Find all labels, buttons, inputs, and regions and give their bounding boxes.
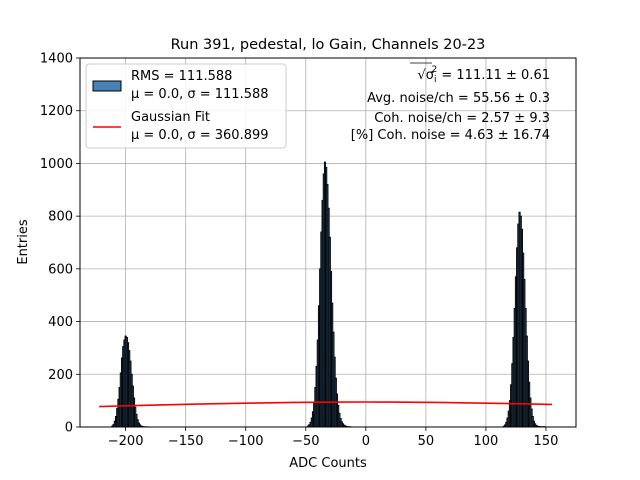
- x-ticks: −200 −150 −100 −50 0 50 100 150: [108, 427, 559, 449]
- y-tick-label: 1000: [40, 157, 73, 172]
- x-axis-label: ADC Counts: [289, 456, 367, 471]
- legend-histogram-stats: μ = 0.0, σ = 111.588: [131, 87, 269, 102]
- x-tick-label: 50: [418, 434, 435, 449]
- y-tick-label: 0: [65, 421, 73, 436]
- annotation-avg-noise: Avg. noise/ch = 55.56 ± 0.3: [367, 91, 550, 106]
- gaussian-fit-line: [99, 401, 552, 408]
- annotation-sigma-suffix: = 111.11 ± 0.61: [437, 68, 550, 83]
- annotation-sigma-sup: 2: [432, 65, 438, 75]
- plot-frame: [79, 57, 577, 428]
- legend-fit-stats: μ = 0.0, σ = 360.899: [131, 128, 269, 143]
- legend-fit-label: Gaussian Fit: [131, 110, 210, 125]
- x-tick-label: 0: [362, 434, 370, 449]
- legend-frame: [85, 63, 287, 149]
- annotation-coh-noise-percent: [%] Coh. noise = 4.63 ± 16.74: [351, 128, 550, 143]
- annotations: √σi2 = 111.11 ± 0.61 Avg. noise/ch = 55.…: [351, 62, 550, 143]
- histogram-bars: [111, 161, 546, 428]
- legend-histogram-label: RMS = 111.588: [131, 69, 232, 84]
- annotation-coh-noise: Coh. noise/ch = 2.57 ± 9.3: [374, 111, 550, 126]
- y-tick-label: 1200: [40, 104, 73, 119]
- x-tick-label: −50: [292, 434, 319, 449]
- annotation-sigma: √σi2 = 111.11 ± 0.61: [417, 65, 550, 85]
- gaussian-fit-line-group: [99, 401, 552, 408]
- y-tick-label: 400: [48, 315, 73, 330]
- x-tick-label: −200: [108, 434, 144, 449]
- annotation-sigma-prefix: √σ: [417, 68, 434, 83]
- x-tick-label: 150: [534, 434, 559, 449]
- chart-title: Run 391, pedestal, lo Gain, Channels 20-…: [171, 37, 486, 53]
- y-tick-label: 600: [48, 262, 73, 277]
- y-ticks: 0 200 400 600 800 1000 1200 1400: [40, 52, 80, 436]
- legend: RMS = 111.588 μ = 0.0, σ = 111.588 Gauss…: [85, 63, 287, 149]
- y-tick-label: 200: [48, 368, 73, 383]
- x-tick-label: −100: [228, 434, 264, 449]
- x-tick-label: 100: [474, 434, 499, 449]
- y-axis-label: Entries: [16, 219, 31, 265]
- y-tick-label: 1400: [40, 52, 73, 67]
- x-tick-label: −150: [168, 434, 204, 449]
- annotation-sigma-sub: i: [434, 75, 437, 85]
- y-tick-label: 800: [48, 210, 73, 225]
- legend-histogram-swatch: [92, 80, 122, 92]
